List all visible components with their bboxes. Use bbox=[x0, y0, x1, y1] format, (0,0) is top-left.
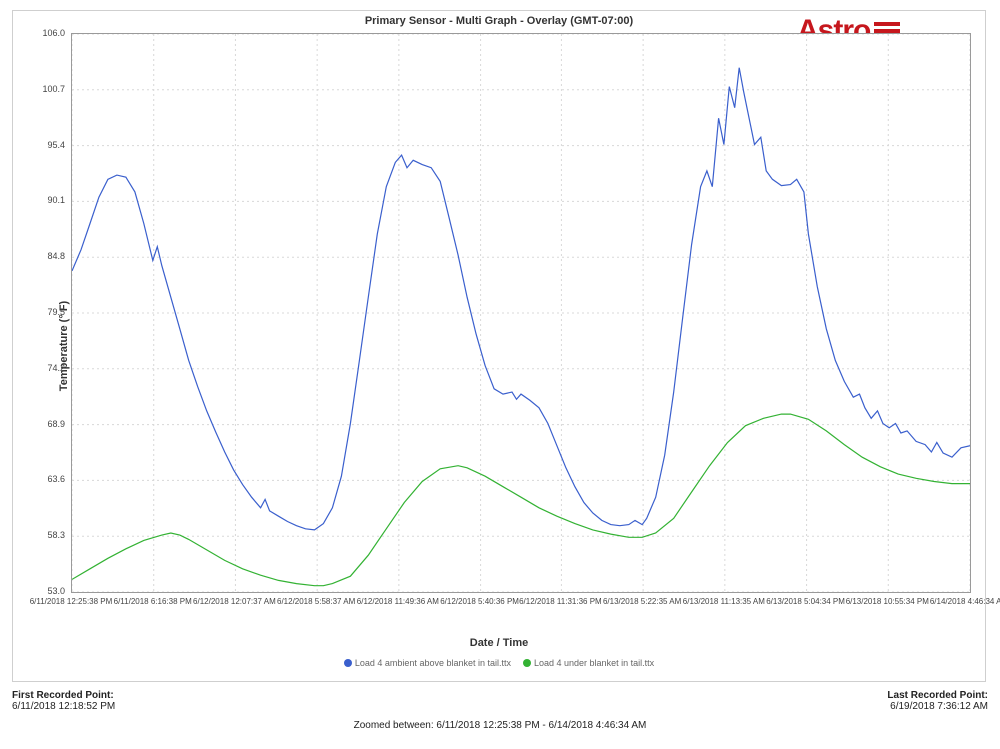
first-recorded-value: 6/11/2018 12:18:52 PM bbox=[12, 701, 115, 712]
x-tick-label: 6/14/2018 4:46:34 AM bbox=[930, 597, 1000, 606]
y-tick-label: 63.6 bbox=[35, 474, 65, 484]
x-tick-label: 6/13/2018 5:22:35 AM bbox=[603, 597, 681, 606]
legend-label: Load 4 under blanket in tail.ttx bbox=[534, 658, 654, 668]
x-tick-label: 6/12/2018 5:40:36 PM bbox=[440, 597, 519, 606]
y-tick-label: 58.3 bbox=[35, 530, 65, 540]
legend-marker-icon bbox=[523, 659, 531, 667]
last-recorded-point: Last Recorded Point: 6/19/2018 7:36:12 A… bbox=[887, 690, 988, 712]
plot-area[interactable] bbox=[71, 33, 971, 593]
x-tick-label: 6/11/2018 12:25:38 PM bbox=[30, 597, 113, 606]
y-tick-label: 106.0 bbox=[35, 28, 65, 38]
y-tick-label: 95.4 bbox=[35, 140, 65, 150]
page-root: Astro C ❄ o ler PASSIVE THERMAL TECHNOLO… bbox=[0, 0, 1000, 749]
x-tick-label: 6/12/2018 5:58:37 AM bbox=[277, 597, 355, 606]
legend-marker-icon bbox=[344, 659, 352, 667]
first-recorded-point: First Recorded Point: 6/11/2018 12:18:52… bbox=[12, 690, 115, 712]
legend-item[interactable]: Load 4 under blanket in tail.ttx bbox=[523, 658, 654, 668]
x-tick-label: 6/13/2018 5:04:34 PM bbox=[766, 597, 845, 606]
chart-title: Primary Sensor - Multi Graph - Overlay (… bbox=[13, 15, 985, 27]
x-tick-label: 6/13/2018 11:13:35 AM bbox=[683, 597, 765, 606]
first-recorded-label: First Recorded Point: bbox=[12, 690, 115, 701]
chart-legend: Load 4 ambient above blanket in tail.ttx… bbox=[13, 658, 985, 669]
chart-svg bbox=[72, 34, 970, 592]
x-tick-label: 6/12/2018 12:07:37 AM bbox=[193, 597, 276, 606]
last-recorded-label: Last Recorded Point: bbox=[887, 690, 988, 701]
x-tick-label: 6/11/2018 6:16:38 PM bbox=[114, 597, 192, 606]
x-axis-ticks: 6/11/2018 12:25:38 PM6/11/2018 6:16:38 P… bbox=[71, 595, 971, 615]
y-axis-ticks: 53.0 58.3 63.6 68.9 74.2 79.5 84.8 90.1 95.4 100.… bbox=[35, 33, 69, 593]
y-tick-label: 68.9 bbox=[35, 419, 65, 429]
x-tick-label: 6/12/2018 11:31:36 PM bbox=[519, 597, 602, 606]
zoom-range: Zoomed between: 6/11/2018 12:25:38 PM - … bbox=[12, 720, 988, 731]
x-axis-label: Date / Time bbox=[13, 637, 985, 649]
last-recorded-value: 6/19/2018 7:36:12 AM bbox=[887, 701, 988, 712]
y-tick-label: 74.2 bbox=[35, 363, 65, 373]
x-tick-label: 6/12/2018 11:49:36 AM bbox=[357, 597, 439, 606]
chart-frame: Astro C ❄ o ler PASSIVE THERMAL TECHNOLO… bbox=[12, 10, 986, 682]
legend-item[interactable]: Load 4 ambient above blanket in tail.ttx bbox=[344, 658, 511, 668]
y-tick-label: 90.1 bbox=[35, 195, 65, 205]
y-tick-label: 84.8 bbox=[35, 251, 65, 261]
x-tick-label: 6/13/2018 10:55:34 PM bbox=[846, 597, 929, 606]
y-tick-label: 53.0 bbox=[35, 586, 65, 596]
y-tick-label: 100.7 bbox=[35, 84, 65, 94]
legend-label: Load 4 ambient above blanket in tail.ttx bbox=[355, 658, 511, 668]
y-tick-label: 79.5 bbox=[35, 307, 65, 317]
